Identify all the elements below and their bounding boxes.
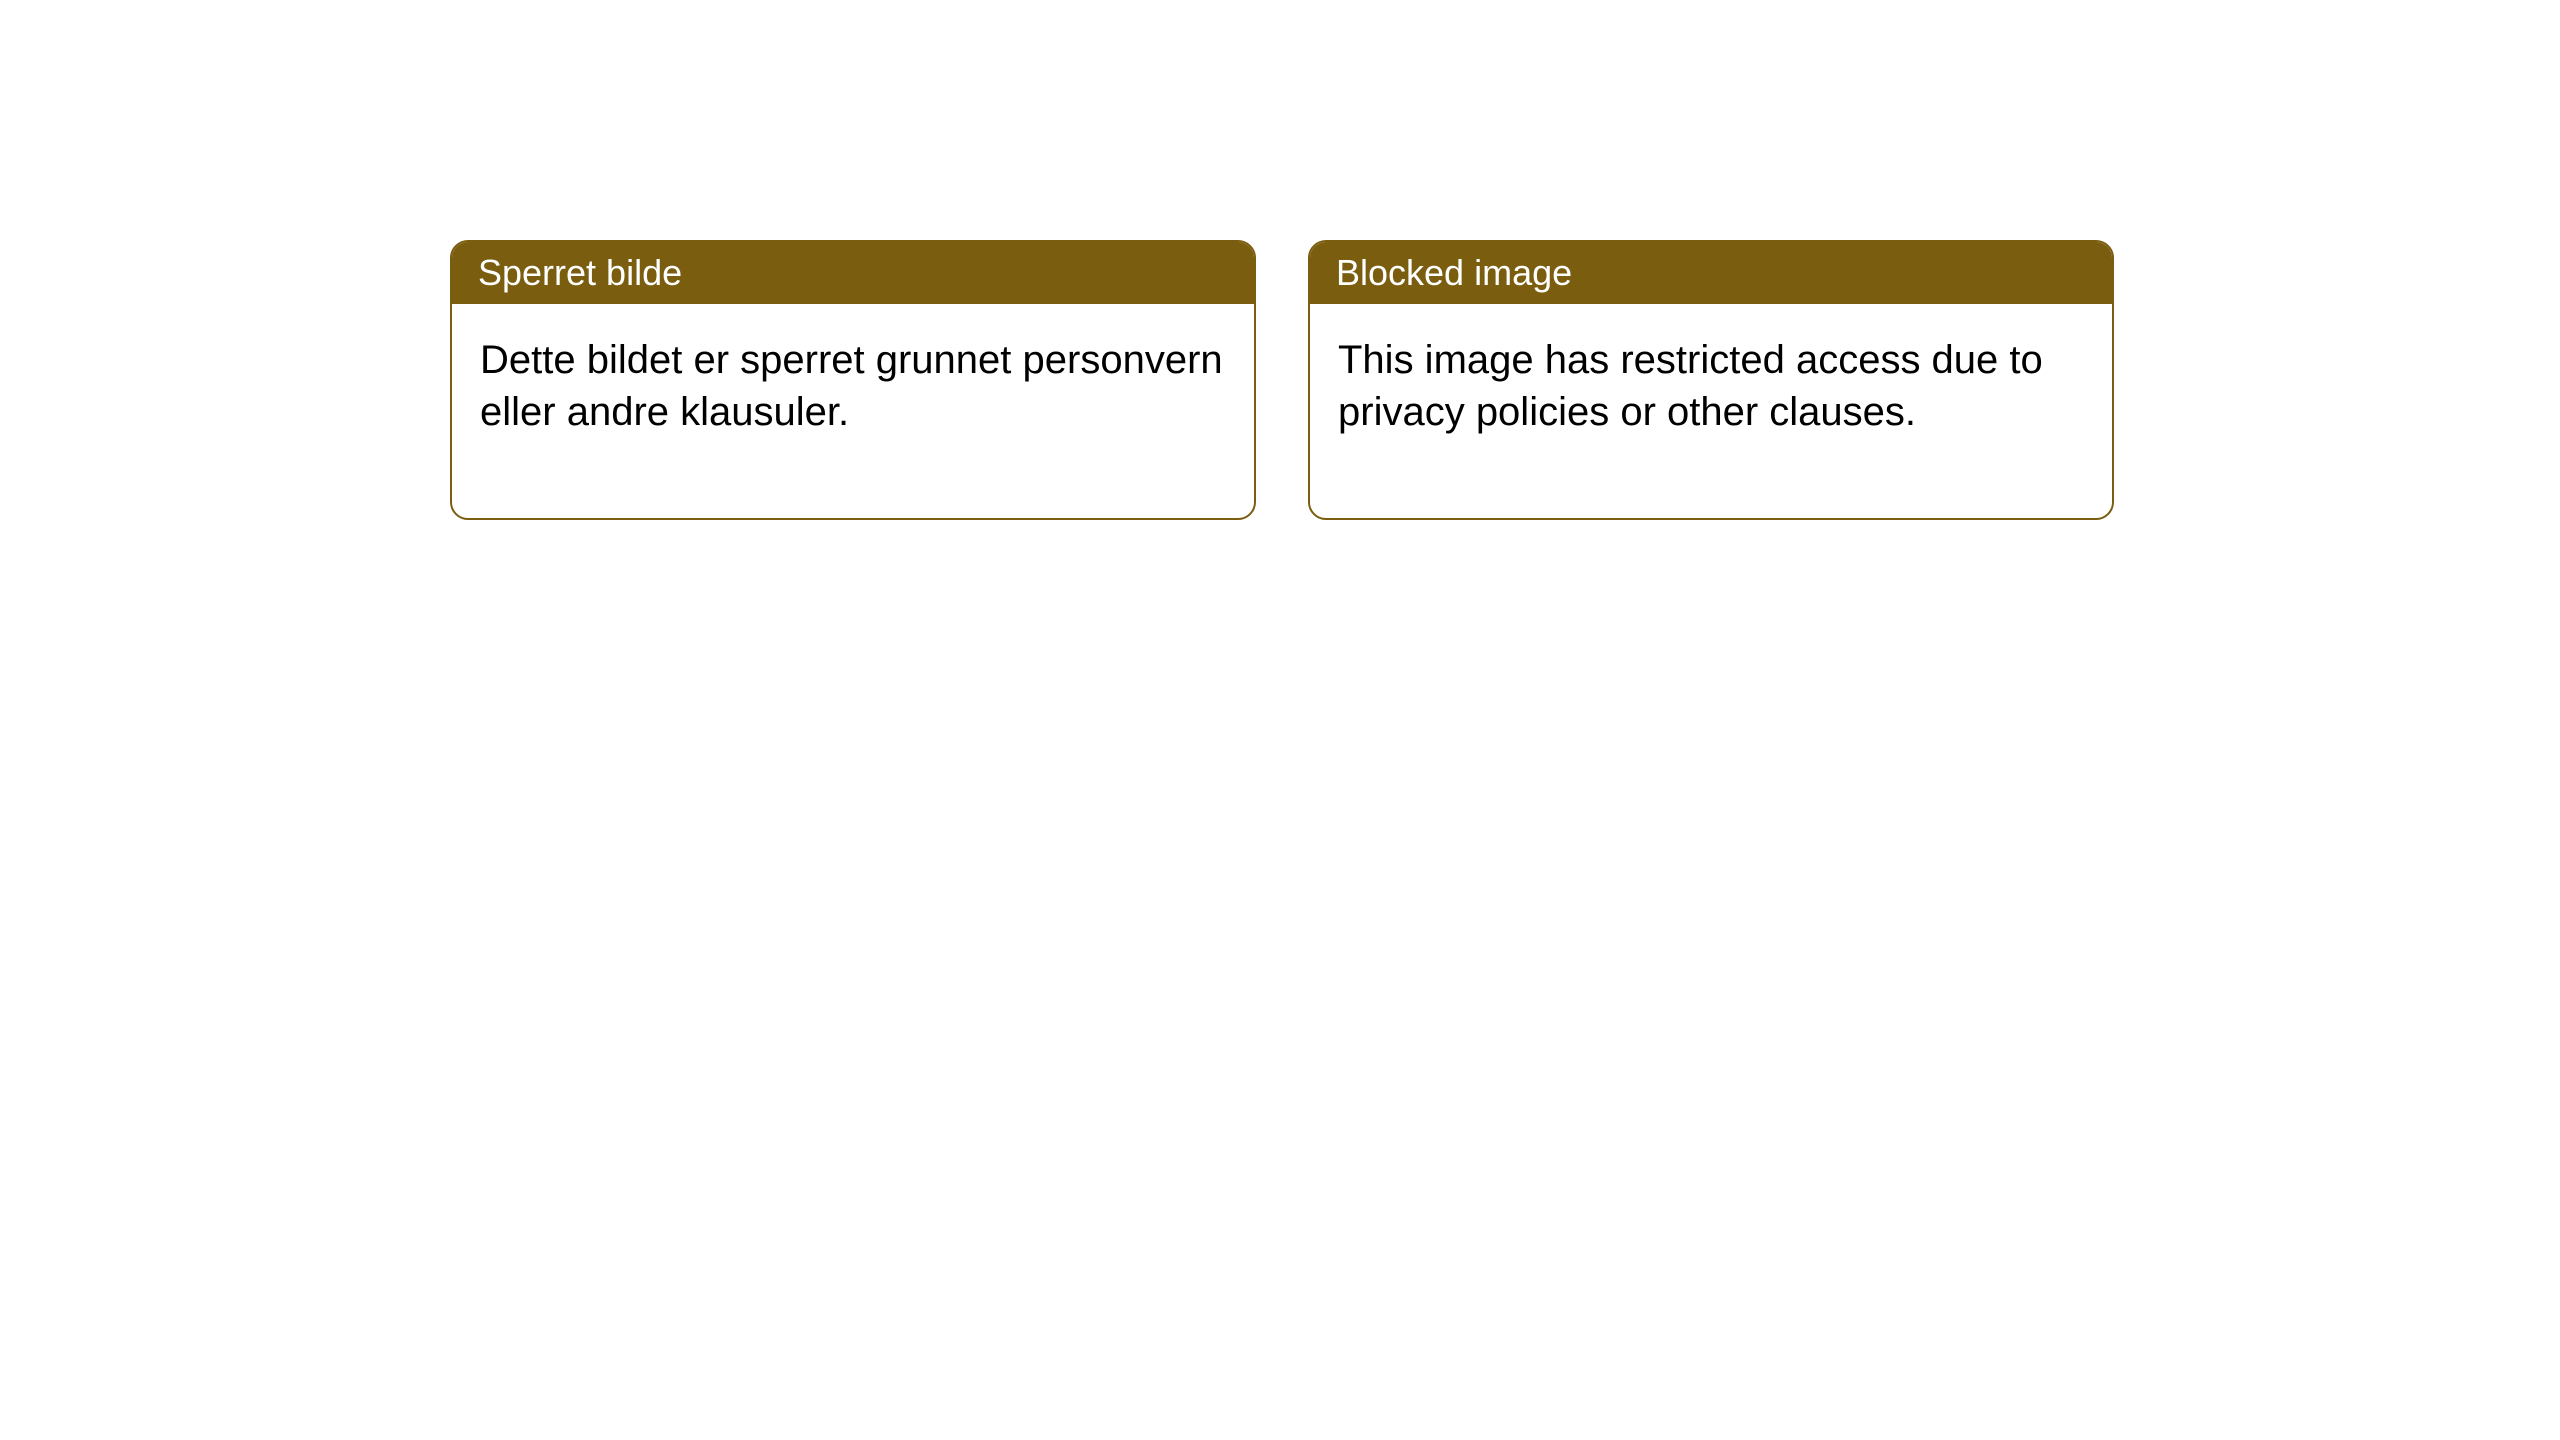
notice-text: This image has restricted access due to … bbox=[1338, 338, 2043, 434]
notice-card-english: Blocked image This image has restricted … bbox=[1308, 240, 2114, 520]
notice-container: Sperret bilde Dette bildet er sperret gr… bbox=[450, 240, 2114, 520]
notice-title: Sperret bilde bbox=[478, 252, 682, 293]
notice-card-norwegian: Sperret bilde Dette bildet er sperret gr… bbox=[450, 240, 1256, 520]
notice-body: Dette bildet er sperret grunnet personve… bbox=[452, 304, 1254, 518]
notice-header: Blocked image bbox=[1310, 242, 2112, 304]
notice-text: Dette bildet er sperret grunnet personve… bbox=[480, 338, 1223, 434]
notice-body: This image has restricted access due to … bbox=[1310, 304, 2112, 518]
notice-title: Blocked image bbox=[1336, 252, 1572, 293]
notice-header: Sperret bilde bbox=[452, 242, 1254, 304]
